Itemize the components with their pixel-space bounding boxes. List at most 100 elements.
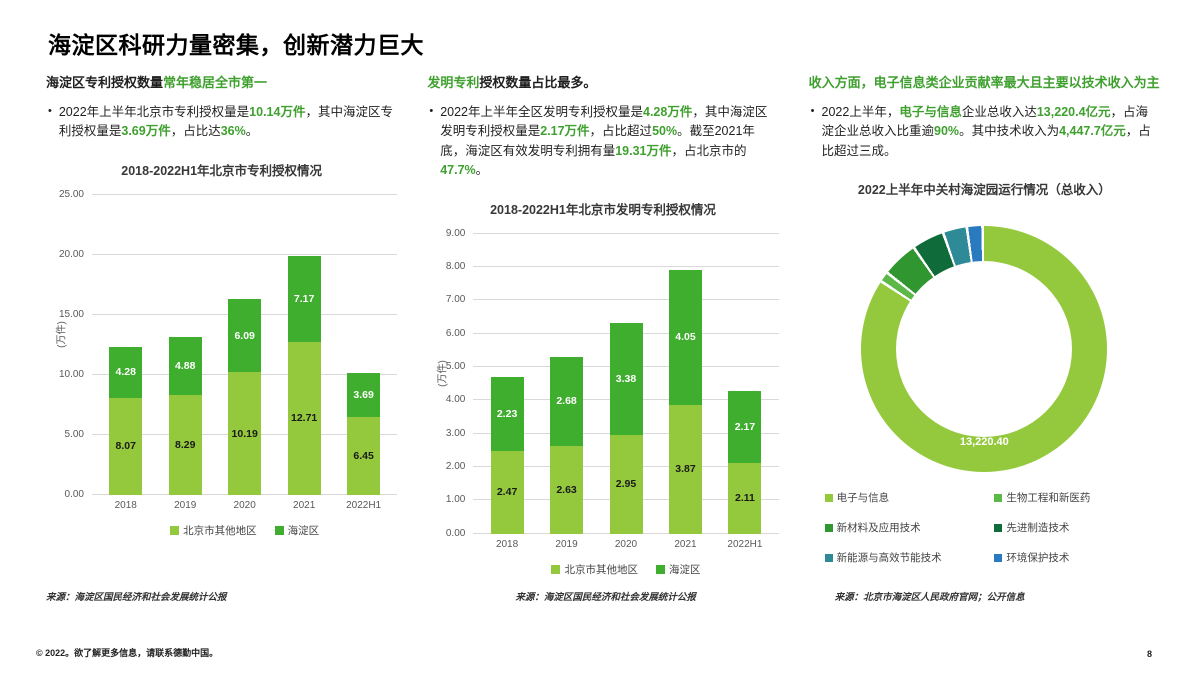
plain-text: 授权数量占比最多。 xyxy=(479,75,597,90)
bar-value-label: 3.38 xyxy=(615,372,637,385)
bar-segment: 7.17 xyxy=(287,256,321,343)
gridline xyxy=(473,265,779,267)
legend-item: 海淀区 xyxy=(274,523,320,538)
revenue-bullet: • 2022上半年，电子与信息企业总收入达13,220.4亿元，占海淀企业总收入… xyxy=(811,103,1160,161)
revenue-lead: 收入方面，电子信息类企业贡献率最大且主要以技术收入为主 xyxy=(809,74,1160,94)
y-tick-label: 20.00 xyxy=(58,248,84,260)
legend-label: 生物工程和新医药 xyxy=(1006,492,1091,505)
legend-swatch xyxy=(994,553,1003,562)
gridline xyxy=(473,232,779,234)
donut: 13,220.40 xyxy=(861,226,1108,473)
bar-segment: 2.17 xyxy=(728,390,762,464)
column-revenue: 收入方面，电子信息类企业贡献率最大且主要以技术收入为主 • 2022上半年，电子… xyxy=(809,74,1160,603)
x-tick-label: 2022H1 xyxy=(727,538,763,550)
bar-segment: 2.68 xyxy=(550,356,584,446)
bar-value-label: 2.63 xyxy=(556,483,577,496)
highlight-text: 10.14万件 xyxy=(249,105,306,119)
plain-text: ，占比超过 xyxy=(589,124,653,139)
bar-value-label: 6.45 xyxy=(353,450,374,463)
invention-bullet: • 2022年上半年全区发明专利授权量是4.28万件，其中海淀区发明专利授权量是… xyxy=(429,103,778,181)
highlight-text: 4.28万件 xyxy=(643,105,693,119)
x-axis-labels: 2018 2019 2020 2021 2022H1 xyxy=(473,534,778,550)
column-patent-grants: 海淀区专利授权数量常年稳居全市第一 • 2022年上半年北京市专利授权量是10.… xyxy=(46,74,398,603)
bar-segment: 3.87 xyxy=(668,404,702,534)
bar-value-label: 4.28 xyxy=(115,366,136,379)
highlight-text: 19.31万件 xyxy=(615,143,672,158)
bar-value-label: 3.87 xyxy=(675,463,696,475)
y-tick-label: 4.00 xyxy=(445,394,466,406)
legend-swatch xyxy=(274,525,284,535)
bar-segment: 2.47 xyxy=(490,451,524,534)
x-tick-label: 2018 xyxy=(495,538,519,550)
bar-segment: 4.88 xyxy=(168,336,202,396)
legend-swatch xyxy=(824,523,833,532)
highlight-text: 13,220.4亿元 xyxy=(1036,105,1111,119)
y-tick-label: 9.00 xyxy=(445,227,466,239)
invention-chart-title: 2018-2022H1年北京市发明专利授权情况 xyxy=(490,202,716,217)
bar-group: 8.07 4.28 xyxy=(96,195,155,495)
legend-label: 海淀区 xyxy=(287,524,320,537)
bar-group: 2.47 2.23 xyxy=(477,234,536,534)
page-title: 海淀区科研力量密集，创新潜力巨大 xyxy=(48,32,424,58)
plain-text: 。截至2021年底，海淀区有效发明专利拥有量 xyxy=(440,124,755,158)
bar-segment: 2.23 xyxy=(490,376,524,452)
bar-segment: 2.63 xyxy=(550,445,584,534)
legend-label: 新能源与高效节能技术 xyxy=(836,552,942,565)
source-note: 来源：北京市海淀区人民政府官网；公开信息 xyxy=(834,591,1025,603)
chart-legend: 北京市其他地区 海淀区 xyxy=(473,562,778,577)
bar-segment: 12.71 xyxy=(287,342,321,495)
highlight-text: 90% xyxy=(934,124,960,139)
x-tick-label: 2019 xyxy=(174,499,197,511)
y-tick-label: 3.00 xyxy=(445,427,466,439)
legend-swatch xyxy=(551,564,561,574)
bar-value-label: 8.29 xyxy=(174,439,196,452)
legend-swatch xyxy=(655,564,665,574)
x-axis-labels: 2018 2019 2020 2021 2022H1 xyxy=(92,495,397,511)
x-tick-label: 2019 xyxy=(555,538,578,550)
plot-area: 0.00 1.00 2.00 3.00 4.00 5.00 6.00 7.00 8.00 9.00… xyxy=(446,228,779,539)
gridline xyxy=(473,299,779,301)
bar-segment: 2.95 xyxy=(609,435,643,534)
plain-text: 2022上半年， xyxy=(821,105,900,119)
y-tick-label: 10.00 xyxy=(58,368,84,380)
legend-swatch xyxy=(994,523,1003,532)
bar-value-label: 8.07 xyxy=(115,440,136,453)
bar-value-label: 2.68 xyxy=(556,395,577,408)
bar-value-label: 12.71 xyxy=(291,412,318,425)
bar-group: 6.45 3.69 xyxy=(334,195,393,495)
donut-legend: 电子与信息 生物工程和新医药 新材料及应用技术 先进制造技术 新能源与高效节能技术 环境保… xyxy=(824,490,1156,565)
bullet-marker: • xyxy=(429,105,434,117)
donut-hole xyxy=(896,261,1073,438)
plain-text: 海淀区专利授权数量 xyxy=(46,75,164,90)
legend-label: 海淀区 xyxy=(668,563,701,576)
highlight-text: 电子与信息 xyxy=(899,105,962,119)
column-invention-patents: 发明专利授权数量占比最多。 • 2022年上半年全区发明专利授权量是4.28万件… xyxy=(427,74,779,603)
y-tick-label: 7.00 xyxy=(445,294,466,306)
y-tick-label: 5.00 xyxy=(64,428,84,440)
bar-group: 2.95 3.38 xyxy=(596,234,655,534)
bar-segment: 8.29 xyxy=(168,395,202,495)
highlight-text: 常年稳居全市第一 xyxy=(163,75,268,90)
legend-label: 电子与信息 xyxy=(836,492,890,505)
patents-bullet: • 2022年上半年北京市专利授权量是10.14万件，其中海淀区专利授权量是3.… xyxy=(48,103,397,142)
bar-segment: 2.11 xyxy=(728,463,762,534)
bar-series: 2.47 2.23 2.63 2.68 2.95 3.38 3.87 4.05 2.11 2.17 xyxy=(473,234,778,534)
invention-lead: 发明专利授权数量占比最多。 xyxy=(427,74,778,94)
legend-label: 环境保护技术 xyxy=(1006,552,1070,565)
bar-value-label: 2.17 xyxy=(734,421,756,433)
highlight-text: 收入方面，电子信息类企业贡献率最大且主要以技术收入为主 xyxy=(808,75,1160,90)
bar-group: 2.63 2.68 xyxy=(537,234,596,534)
bar-group: 10.19 6.09 xyxy=(215,195,274,495)
bar-value-label: 2.23 xyxy=(496,408,518,420)
revenue-bullet-text: 2022上半年，电子与信息企业总收入达13,220.4亿元，占海淀企业总收入比重… xyxy=(822,103,1160,161)
y-tick-label: 6.00 xyxy=(445,327,466,339)
x-tick-label: 2021 xyxy=(293,499,316,511)
y-tick-label: 25.00 xyxy=(58,188,84,200)
gridline xyxy=(92,253,398,255)
patents-lead: 海淀区专利授权数量常年稳居全市第一 xyxy=(46,74,397,94)
highlight-text: 47.7% xyxy=(440,163,476,178)
bar-segment: 8.07 xyxy=(109,397,143,495)
plain-text: 。其中技术收入为 xyxy=(959,124,1060,139)
x-tick-label: 2020 xyxy=(614,538,638,550)
legend-item: 先进制造技术 xyxy=(994,520,1156,535)
